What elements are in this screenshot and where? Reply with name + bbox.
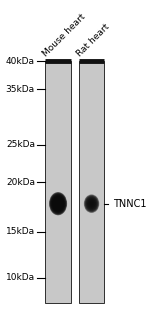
Ellipse shape — [88, 200, 95, 208]
Ellipse shape — [88, 199, 95, 208]
Ellipse shape — [53, 197, 63, 210]
Bar — [45, 61, 71, 303]
Text: 20kDa: 20kDa — [6, 177, 35, 187]
Text: 35kDa: 35kDa — [6, 85, 35, 94]
Ellipse shape — [86, 197, 97, 210]
Ellipse shape — [54, 199, 62, 209]
Ellipse shape — [87, 198, 96, 209]
Ellipse shape — [52, 196, 64, 212]
Ellipse shape — [50, 193, 67, 215]
Ellipse shape — [49, 192, 67, 215]
Ellipse shape — [85, 195, 99, 212]
Ellipse shape — [85, 196, 98, 211]
Ellipse shape — [53, 198, 63, 210]
Ellipse shape — [85, 196, 98, 211]
Ellipse shape — [50, 193, 66, 214]
Ellipse shape — [52, 196, 64, 211]
Text: Mouse heart: Mouse heart — [41, 12, 88, 58]
Ellipse shape — [86, 197, 97, 210]
Ellipse shape — [87, 198, 96, 209]
Ellipse shape — [84, 195, 99, 212]
Ellipse shape — [54, 198, 62, 209]
Ellipse shape — [88, 199, 96, 209]
Text: 40kDa: 40kDa — [6, 57, 35, 66]
Text: 25kDa: 25kDa — [6, 140, 35, 149]
Ellipse shape — [50, 194, 66, 214]
Ellipse shape — [84, 194, 99, 213]
Ellipse shape — [86, 197, 98, 211]
Text: 10kDa: 10kDa — [6, 273, 35, 282]
Bar — [79, 61, 104, 303]
Text: TNNC1: TNNC1 — [114, 199, 147, 209]
Text: Rat heart: Rat heart — [75, 22, 111, 58]
Text: 15kDa: 15kDa — [6, 227, 35, 236]
Ellipse shape — [55, 199, 62, 208]
Ellipse shape — [51, 194, 65, 213]
Ellipse shape — [52, 197, 64, 211]
Ellipse shape — [51, 195, 65, 212]
